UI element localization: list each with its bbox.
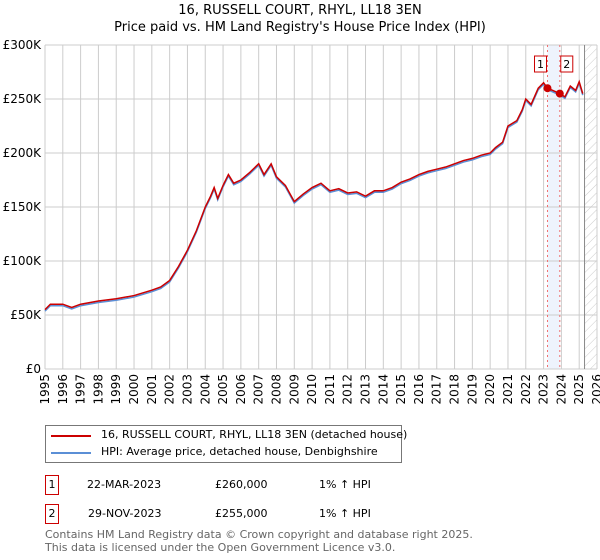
legend-swatch-property xyxy=(51,435,91,437)
y-tick-label: £100K xyxy=(3,254,43,268)
sale-price: £260,000 xyxy=(215,478,268,491)
legend: 16, RUSSELL COURT, RHYL, LL18 3EN (detac… xyxy=(45,425,407,463)
legend-label-hpi: HPI: Average price, detached house, Denb… xyxy=(101,445,378,458)
sale-marker-badge: 2 xyxy=(45,504,59,524)
x-tick-label: 2013 xyxy=(359,374,373,405)
x-tick-label: 2009 xyxy=(287,374,301,405)
y-tick-label: £300K xyxy=(3,38,43,52)
x-tick-label: 2025 xyxy=(572,374,586,405)
x-tick-label: 2006 xyxy=(234,374,248,405)
x-tick-label: 2004 xyxy=(198,374,212,405)
x-tick-label: 1999 xyxy=(109,374,123,405)
y-tick-label: £200K xyxy=(3,146,43,160)
x-tick-label: 2005 xyxy=(216,374,230,405)
x-tick-label: 2002 xyxy=(163,374,177,405)
sale-label-box xyxy=(560,55,574,73)
x-tick-label: 1996 xyxy=(56,374,70,405)
chart-title: 16, RUSSELL COURT, RHYL, LL18 3EN xyxy=(178,3,422,18)
x-tick-label: 2016 xyxy=(412,374,426,405)
x-tick-label: 2024 xyxy=(554,374,568,405)
y-tick-label: £50K xyxy=(10,308,42,322)
x-tick-label: 2026 xyxy=(590,374,600,405)
sale-label: 2 xyxy=(563,58,570,71)
x-tick-label: 2023 xyxy=(537,374,551,405)
x-tick-label: 2000 xyxy=(127,374,141,405)
x-tick-label: 2011 xyxy=(323,374,337,405)
legend-label-property: 16, RUSSELL COURT, RHYL, LL18 3EN (detac… xyxy=(101,428,408,441)
property-price-line xyxy=(44,79,584,311)
footer-copyright: Contains HM Land Registry data © Crown c… xyxy=(45,528,473,541)
x-tick-label: 2010 xyxy=(305,374,319,405)
sale-date: 22-MAR-2023 xyxy=(87,478,162,491)
y-tick-label: £250K xyxy=(3,92,43,106)
x-tick-label: 1995 xyxy=(38,374,52,405)
x-tick-label: 2018 xyxy=(448,374,462,405)
legend-swatch-hpi xyxy=(51,452,91,454)
y-tick-label: £0 xyxy=(26,362,41,376)
x-tick-label: 2008 xyxy=(269,374,283,405)
hpi-line xyxy=(44,80,584,312)
x-tick-label: 2012 xyxy=(341,374,355,405)
sale-point xyxy=(555,89,564,98)
y-tick-label: £150K xyxy=(3,200,43,214)
sale-price: £255,000 xyxy=(215,507,268,520)
x-tick-label: 2019 xyxy=(465,374,479,405)
sale-date: 29-NOV-2023 xyxy=(88,507,162,520)
sale-hpi-diff: 1% ↑ HPI xyxy=(319,507,371,520)
x-tick-label: 2015 xyxy=(394,374,408,405)
x-tick-label: 1998 xyxy=(91,374,105,405)
x-tick-label: 2017 xyxy=(430,374,444,405)
sale-label: 1 xyxy=(537,58,544,71)
x-tick-label: 2007 xyxy=(252,374,266,405)
x-tick-label: 2001 xyxy=(145,374,159,405)
sale-marker-badge: 1 xyxy=(45,475,59,495)
sale-hpi-diff: 1% ↑ HPI xyxy=(319,478,371,491)
sale-row-2: 2 29-NOV-2023 £255,000 1% ↑ HPI xyxy=(45,504,445,524)
x-tick-label: 2020 xyxy=(483,374,497,405)
chart-plot: 1995 1996 1997 1998 1999 2000 2001 2002 2003 2004… xyxy=(3,38,600,405)
x-tick-label: 2021 xyxy=(501,374,515,405)
sale-row-1: 1 22-MAR-2023 £260,000 1% ↑ HPI xyxy=(45,475,445,495)
x-tick-label: 2014 xyxy=(376,374,390,405)
chart-subtitle: Price paid vs. HM Land Registry's House … xyxy=(114,20,486,35)
x-tick-label: 1997 xyxy=(74,374,88,405)
footer-licence: This data is licensed under the Open Gov… xyxy=(45,541,396,554)
x-tick-label: 2003 xyxy=(180,374,194,405)
sale-point xyxy=(543,84,552,93)
x-tick-label: 2022 xyxy=(519,374,533,405)
sale-label-box xyxy=(533,55,547,73)
footer: Contains HM Land Registry data © Crown c… xyxy=(45,528,473,554)
